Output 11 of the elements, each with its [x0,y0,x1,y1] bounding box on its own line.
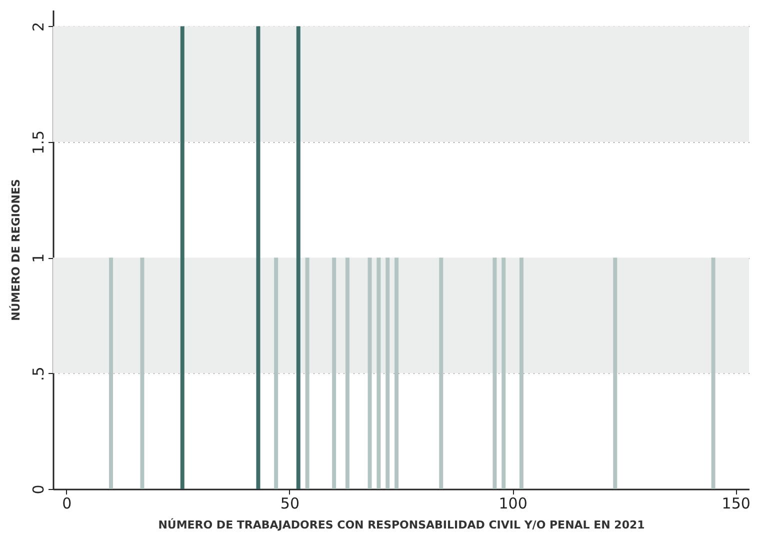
y-tick-label: 0 [30,484,48,494]
y-tick-label: 1.5 [30,130,48,154]
y-tick-label: 2 [30,22,48,32]
x-tick-label: 50 [280,494,300,512]
x-axis-title: NÚMERO DE TRABAJADORES CON RESPONSABILIDAD CIVIL Y/O PENAL EN 2021 [158,518,645,532]
x-tick-label: 150 [722,494,750,512]
x-tick-label: 0 [62,494,72,512]
x-tick-label: 100 [498,494,528,512]
y-axis-title: NÚMERO DE REGIONES [8,179,22,321]
y-tick-label: 1 [30,253,48,263]
y-tick-label: .5 [30,366,48,381]
